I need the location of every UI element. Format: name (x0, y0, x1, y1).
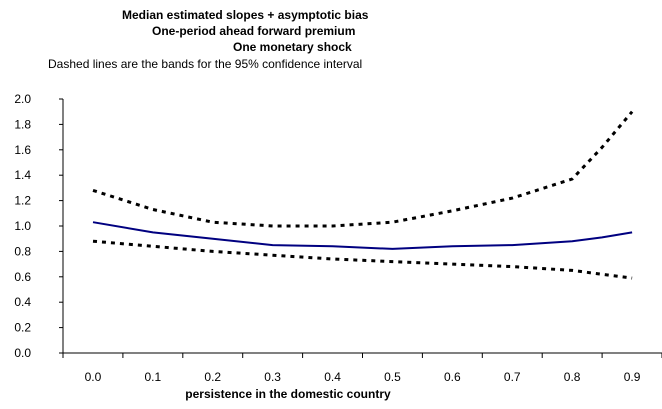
y-tick-label: 1.4 (14, 168, 31, 182)
x-tick-label: 0.3 (264, 370, 281, 384)
chart-subtitle: Dashed lines are the bands for the 95% c… (48, 57, 363, 71)
y-tick-label: 1.0 (14, 219, 31, 233)
upper-confidence-band-line (92, 110, 634, 228)
y-tick-label: 2.0 (14, 92, 31, 106)
y-tick-label: 1.8 (14, 117, 31, 131)
lower-confidence-band-line (92, 239, 633, 280)
x-tick-label: 0.7 (504, 370, 521, 384)
y-tick-label: 0.0 (14, 346, 31, 360)
x-tick-label: 0.5 (384, 370, 401, 384)
series-layer (92, 110, 634, 280)
x-tick-label: 0.9 (624, 370, 641, 384)
y-tick-label: 1.2 (14, 194, 31, 208)
median-slope-line (92, 221, 633, 250)
chart-title-line-1: Median estimated slopes + asymptotic bia… (122, 8, 369, 22)
chart-title-line-3: One monetary shock (233, 40, 352, 54)
y-tick-label: 0.4 (14, 295, 31, 309)
x-tick-label: 0.4 (324, 370, 341, 384)
y-tick-label: 0.8 (14, 244, 31, 258)
y-tick-label: 1.6 (14, 143, 31, 157)
x-tick-label: 0.8 (564, 370, 581, 384)
x-tick-label: 0.2 (204, 370, 221, 384)
chart-title-line-2: One-period ahead forward premium (152, 24, 356, 38)
x-tick-label: 0.1 (145, 370, 162, 384)
axes: 0.0 0.2 0.4 0.6 0.8 1.0 1.2 1.4 1.6 1.8 2.0 0.0 0.1 0… (14, 92, 662, 384)
x-axis-title: persistence in the domestic country (185, 387, 391, 401)
y-tick-label: 0.2 (14, 321, 31, 335)
x-tick-label: 0.6 (444, 370, 461, 384)
x-tick-label: 0.0 (85, 370, 102, 384)
y-tick-label: 0.6 (14, 270, 31, 284)
